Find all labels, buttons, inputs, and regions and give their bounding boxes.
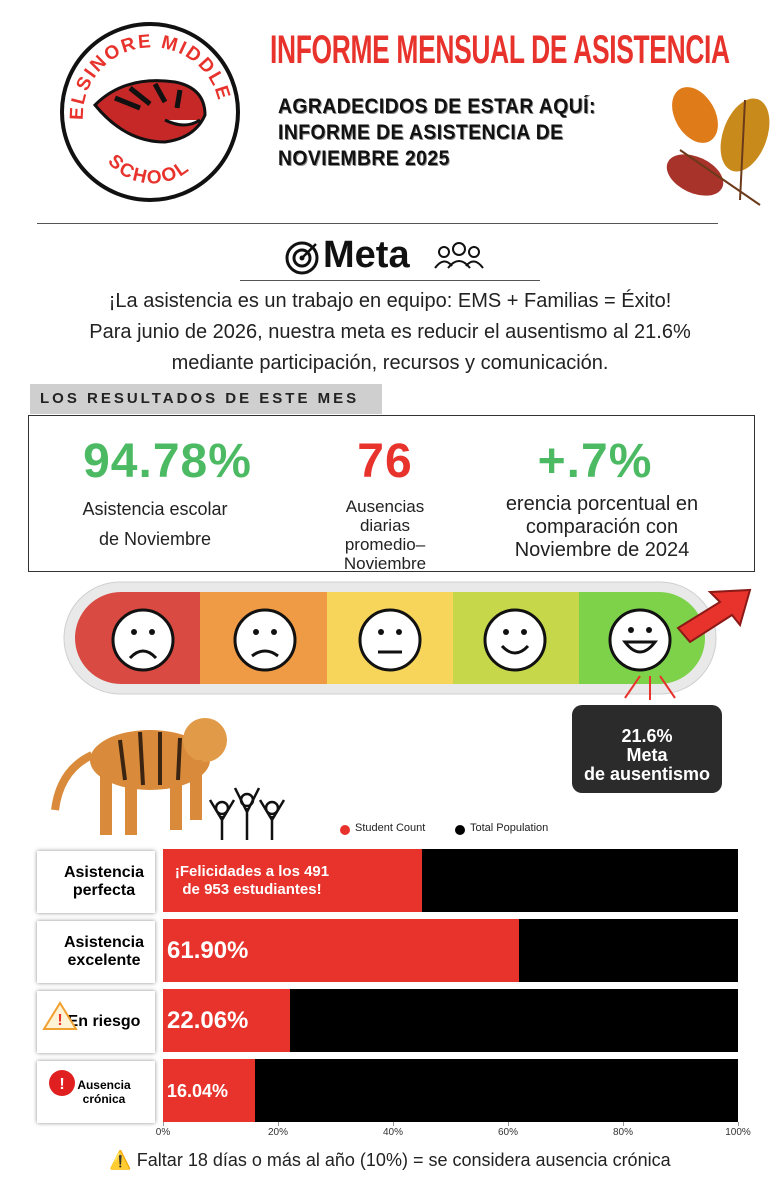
result-label: erencia porcentual en comparación con No… — [505, 493, 699, 561]
heading-underline — [240, 280, 540, 281]
x-tick-mark — [163, 1122, 164, 1126]
school-logo: ELSINORE MIDDLE SCHOOL — [60, 22, 240, 202]
x-tick-mark — [623, 1122, 624, 1126]
x-tick-label: 100% — [725, 1127, 751, 1138]
value-label: 16.04% — [167, 1080, 229, 1101]
warning-icons: !! — [42, 1001, 78, 1096]
mood-scale — [63, 581, 752, 700]
x-tick-mark — [508, 1122, 509, 1126]
category-label: Asistencia excelente — [37, 921, 155, 983]
value-label: 61.90% — [167, 936, 249, 964]
legend-swatch — [455, 825, 465, 835]
footnote: ⚠️ Faltar 18 días o más al año (10%) = s… — [109, 1150, 671, 1170]
value-label: 22.06% — [167, 1006, 249, 1034]
target-icon — [285, 241, 319, 275]
goal-heading: Meta — [323, 234, 410, 276]
goal-callout: 21.6% Meta de ausentismo — [572, 705, 722, 793]
subtitle: INFORME DE ASISTENCIA DE — [278, 121, 564, 144]
callout-line: 21.6% — [621, 726, 673, 746]
goal-text: Para junio de 2026, nuestra meta es redu… — [89, 321, 691, 343]
x-tick-label: 60% — [497, 1127, 518, 1138]
callout-line: de ausentismo — [583, 764, 711, 784]
tiger-illustration — [51, 718, 286, 840]
divider — [37, 223, 718, 224]
svg-text:!: ! — [57, 1012, 62, 1029]
svg-text:!: ! — [59, 1076, 64, 1093]
people-icon — [434, 242, 484, 269]
legend-swatch — [340, 825, 350, 835]
autumn-leaves — [666, 87, 770, 206]
legend-label: Total Population — [470, 822, 549, 834]
bar — [163, 849, 422, 912]
x-tick-label: 20% — [267, 1127, 288, 1138]
goal-text: mediante participación, recursos y comun… — [171, 352, 609, 374]
bar — [163, 989, 290, 1052]
x-tick-label: 0% — [155, 1127, 171, 1138]
x-tick-label: 40% — [382, 1127, 403, 1138]
x-tick-mark — [393, 1122, 394, 1126]
results-box — [28, 415, 755, 572]
legend-label: Student Count — [355, 822, 426, 834]
result-value: 76 — [357, 435, 413, 488]
x-tick-mark — [278, 1122, 279, 1126]
tiger-mascot — [92, 79, 207, 144]
result-label: Ausencias diarias promedio–Noviembre — [343, 497, 427, 573]
pointer-arrow — [676, 588, 752, 644]
bar — [163, 1059, 738, 1122]
bar — [163, 1059, 256, 1122]
value-label: ¡Felicidades a los 491 de 953 estudiante… — [174, 862, 330, 898]
subtitle: AGRADECIDOS DE ESTAR AQUÍ: — [278, 95, 596, 118]
x-tick-label: 80% — [612, 1127, 633, 1138]
result-value: 94.78% — [83, 435, 252, 488]
callout-arrows — [624, 675, 676, 700]
result-value: +.7% — [537, 435, 653, 488]
goal-text: ¡La asistencia es un trabajo en equipo: … — [108, 290, 672, 312]
faces — [111, 608, 672, 672]
title: INFORME MENSUAL DE ASISTENCIA — [270, 28, 730, 72]
results-heading: LOS RESULTADOS DE ESTE MES — [30, 384, 382, 414]
callout-line: Meta — [626, 745, 668, 765]
x-tick-mark — [738, 1122, 739, 1126]
category-label: Asistencia perfecta — [37, 851, 155, 913]
bar — [163, 919, 519, 982]
result-label: Asistencia escolar de Noviembre — [82, 499, 228, 549]
subtitle: NOVIEMBRE 2025 — [278, 147, 450, 170]
attendance-chart: Student Count Total Population 0% 20% 40% 60%… — [0, 815, 780, 1145]
